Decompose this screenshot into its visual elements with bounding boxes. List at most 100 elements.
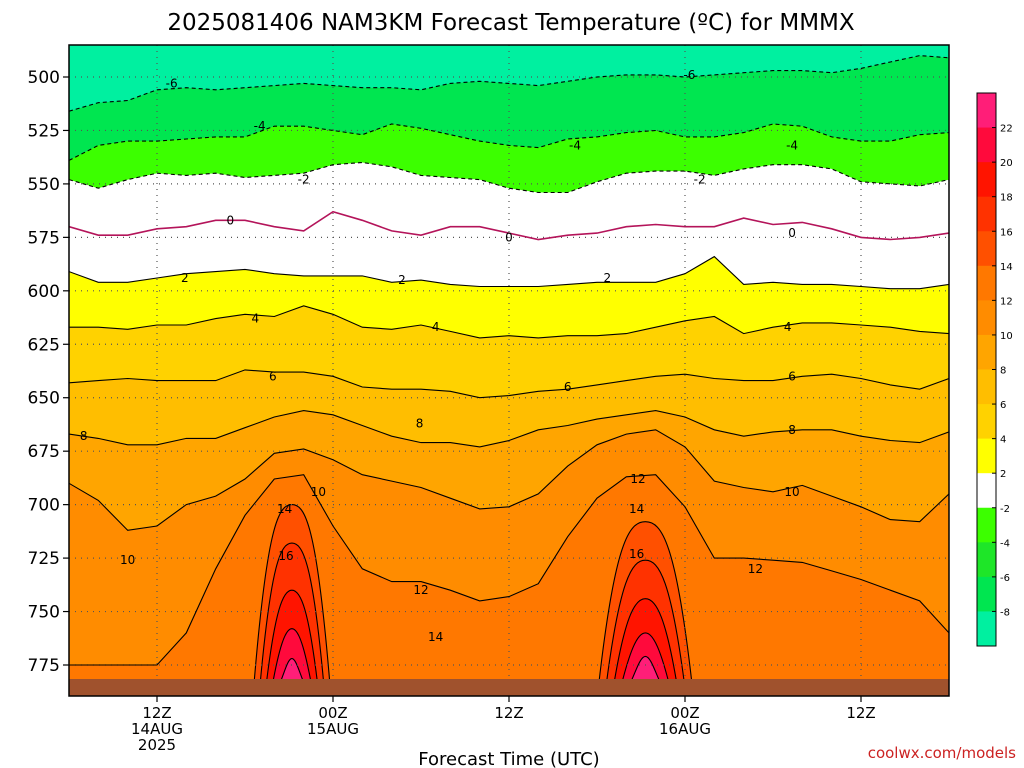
isotherm-label-18: 6 (788, 369, 796, 383)
colorbar-swatch-11 (977, 473, 996, 509)
x-axis-label: Forecast Time (UTC) (418, 749, 599, 768)
isotherm-label-31: 16 (278, 549, 293, 563)
isotherm-label-9: 0 (788, 226, 796, 240)
colorbar-swatch-15 (977, 611, 996, 647)
x-tick-label-1-1: 00Z (318, 704, 347, 722)
x-tick-label-0-1: 12Z (142, 704, 171, 722)
colorbar-label--2: -2 (1000, 504, 1010, 515)
colorbar-label-16: 16 (1000, 227, 1013, 238)
colorbar-label--6: -6 (1000, 573, 1010, 584)
isotherm-label-21: 8 (788, 423, 796, 437)
isotherm--4 (69, 123, 949, 161)
colorbar-swatch-1 (977, 127, 996, 163)
isotherm-label-14: 4 (432, 320, 440, 334)
colorbar-label-2: 2 (1000, 469, 1006, 480)
chart-title: 2025081406 NAM3KM Forecast Temperature (… (167, 10, 855, 36)
isotherm-label-10: 2 (181, 271, 189, 285)
colorbar-label-22: 22 (1000, 124, 1013, 135)
isotherm-label-22: 10 (311, 485, 326, 499)
isotherm-label-16: 6 (269, 369, 277, 383)
isotherm-6 (69, 369, 949, 399)
colorbar-label-12: 12 (1000, 296, 1013, 307)
isotherm-label-2: -4 (254, 119, 266, 133)
y-axis-ticks: 500 525 550 575 600 625 650 675 700 725 750 775 (28, 68, 69, 676)
colorbar-swatch-12 (977, 507, 996, 543)
colorbar-swatch-10 (977, 438, 996, 474)
isotherm-label-7: 0 (227, 213, 235, 227)
colorbar-swatch-14 (977, 576, 996, 612)
colorbar-label-8: 8 (1000, 366, 1006, 377)
isotherm-label-26: 12 (630, 472, 645, 486)
warm-peak-0-level-20 (271, 628, 313, 687)
y-tick-label-650: 650 (28, 389, 60, 409)
isotherm-label-32: 16 (629, 547, 644, 561)
isotherm-label-6: -2 (694, 173, 706, 187)
y-tick-label-575: 575 (28, 228, 60, 248)
watermark-text: coolwx.com/models (868, 744, 1016, 762)
isotherm-label-12: 2 (603, 271, 611, 285)
x-tick-label-4-1: 12Z (846, 704, 875, 722)
colorbar-swatch-7 (977, 334, 996, 370)
x-tick-label-3-1: 00Z (670, 704, 699, 722)
colorbar: 22 20 18 16 14 12 10 8 6 4 2 -2 -4 -6 -8 (976, 92, 1013, 647)
isotherm-2 (69, 255, 949, 290)
colorbar-label-4: 4 (1000, 435, 1006, 446)
isotherm-label-20: 8 (416, 416, 424, 430)
y-tick-label-550: 550 (28, 175, 60, 195)
isotherm-label-30: 14 (428, 630, 443, 644)
colorbar-swatch-3 (977, 196, 996, 232)
colorbar-swatch-6 (977, 300, 996, 336)
isotherm-label-5: -2 (298, 173, 310, 187)
colorbar-swatch-4 (977, 231, 996, 267)
isotherm-label-19: 8 (80, 429, 88, 443)
y-tick-label-675: 675 (28, 442, 60, 462)
y-tick-label-500: 500 (28, 68, 60, 88)
y-tick-label-700: 700 (28, 496, 60, 516)
x-tick-label-2-1: 12Z (494, 704, 523, 722)
isotherm-0 (69, 210, 949, 241)
isotherm-4 (69, 305, 949, 339)
isotherm-label-23: 10 (120, 553, 135, 567)
terrain-bar (69, 679, 949, 696)
colorbar-swatch-2 (977, 162, 996, 198)
isotherm-label-0: -6 (166, 76, 178, 90)
isotherm-label-29: 14 (629, 502, 644, 516)
colorbar-swatch-13 (977, 542, 996, 578)
colorbar-label-20: 20 (1000, 158, 1013, 169)
isotherm-label-13: 4 (251, 312, 259, 326)
colorbar-label-6: 6 (1000, 400, 1006, 411)
x-tick-label-1-2: 15AUG (307, 720, 359, 738)
y-tick-label-600: 600 (28, 282, 60, 302)
isotherm-8 (69, 410, 949, 448)
y-tick-label-625: 625 (28, 335, 60, 355)
isotherm-label-3: -4 (569, 138, 581, 152)
y-tick-label-725: 725 (28, 549, 60, 569)
x-tick-label-3-2: 16AUG (659, 720, 711, 738)
colorbar-label-14: 14 (1000, 262, 1013, 273)
temperature-fills (69, 45, 949, 696)
isotherm--2 (69, 161, 949, 194)
y-tick-label-775: 775 (28, 656, 60, 676)
y-tick-label-750: 750 (28, 603, 60, 623)
colorbar-label--4: -4 (1000, 538, 1010, 549)
colorbar-swatch-5 (977, 265, 996, 301)
plot-area: -6 -6 -4 -4 -4 -2 -2 0 0 0 2 2 2 4 4 4 6 6 6 8 8 8 10 10 10 12 12 1… (69, 45, 949, 696)
isotherm-label-24: 10 (784, 485, 799, 499)
isotherm-10 (69, 429, 949, 531)
isotherm-label-4: -4 (786, 138, 798, 152)
colorbar-label--8: -8 (1000, 607, 1010, 618)
colorbar-swatch-8 (977, 369, 996, 405)
isotherm-lines (69, 55, 949, 666)
isotherm-label-1: -6 (683, 68, 695, 82)
isotherm-label-27: 12 (748, 562, 763, 576)
isotherm-label-15: 4 (784, 320, 792, 334)
isotherm--6 (69, 55, 949, 112)
colorbar-label-18: 18 (1000, 193, 1013, 204)
x-tick-label-0-3: 2025 (138, 736, 176, 754)
isotherm-12 (69, 474, 949, 666)
grid-lines (69, 45, 949, 696)
colorbar-swatch-9 (977, 404, 996, 440)
colorbar-swatch-0 (977, 93, 996, 129)
isotherm-label-25: 12 (413, 583, 428, 597)
